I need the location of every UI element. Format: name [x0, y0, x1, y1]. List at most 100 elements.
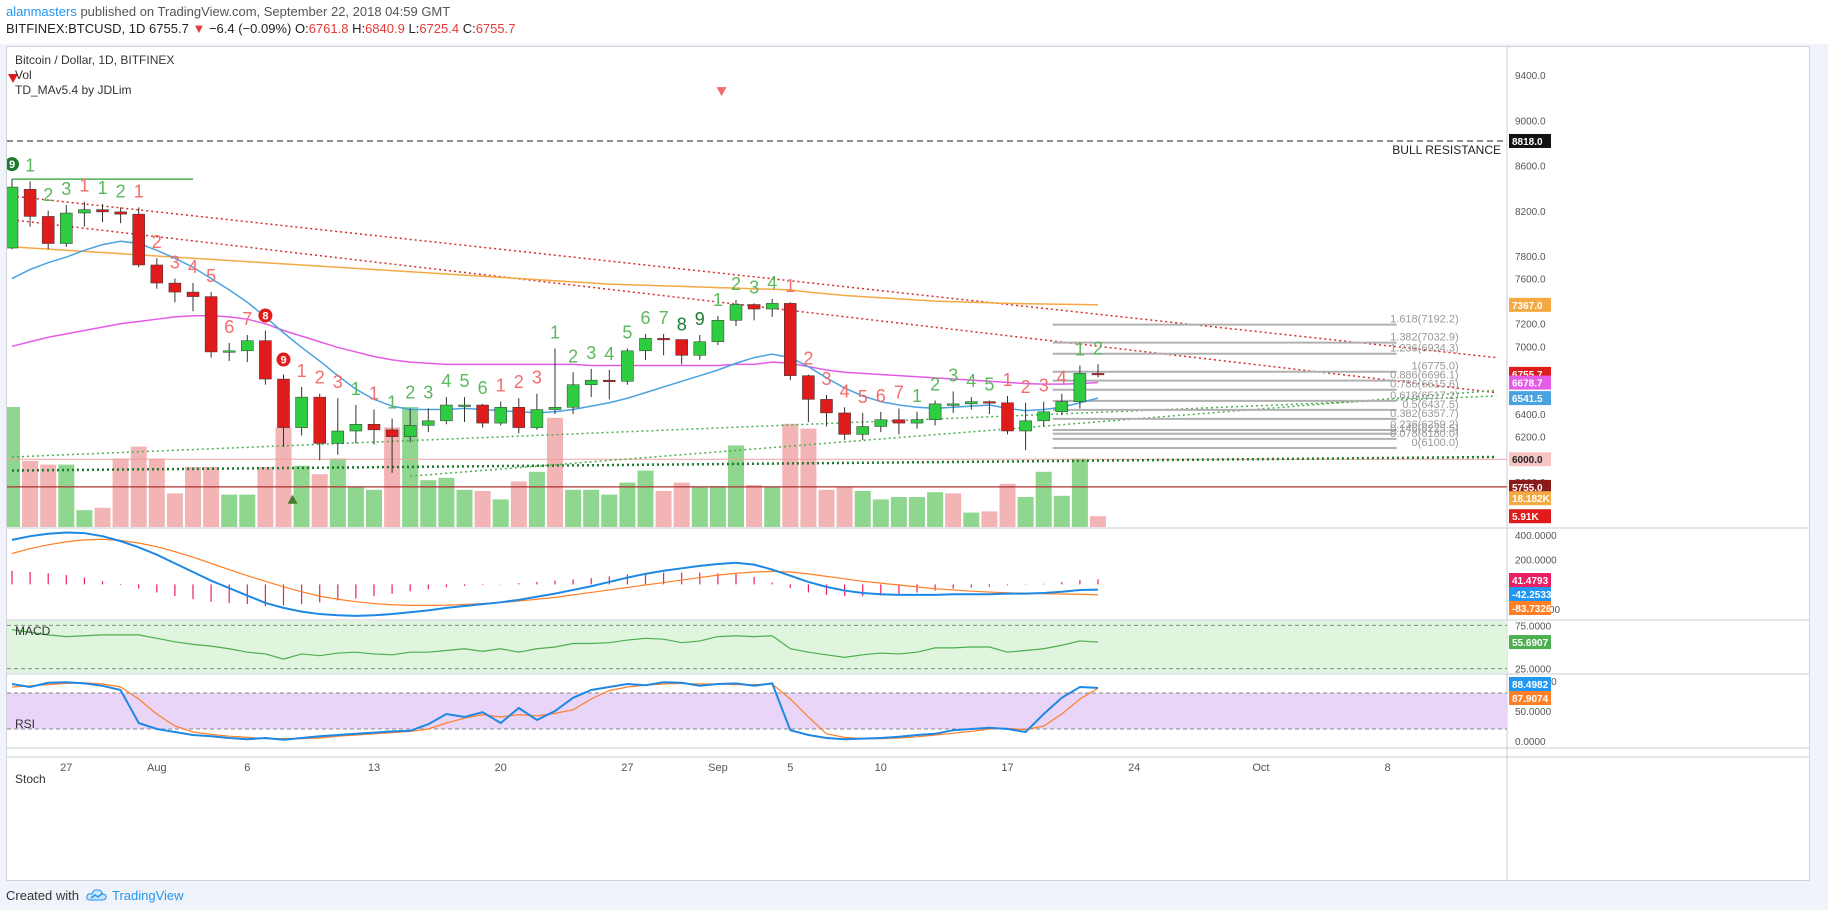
- candle-body: [422, 420, 435, 426]
- volume-bar: [854, 491, 871, 527]
- rsi-axis-tick: 25.0000: [1515, 665, 1552, 676]
- candle-body: [222, 350, 236, 353]
- volume-bar: [1035, 471, 1052, 527]
- candle-body: [1055, 401, 1069, 413]
- volume-bar: [329, 458, 346, 527]
- stoch-legend[interactable]: Stoch: [15, 772, 46, 786]
- candle-body: [1073, 373, 1087, 402]
- td-count-label: 6: [876, 386, 886, 406]
- candle-body: [765, 303, 779, 310]
- candle-body: [96, 209, 109, 213]
- td-count-label: 1: [297, 361, 307, 381]
- td-count-label: 2: [116, 181, 126, 201]
- stoch-badge-bg: [1509, 691, 1551, 705]
- candle-body: [476, 404, 489, 424]
- td-count-label: 6: [478, 378, 488, 398]
- time-axis-tick: 6: [244, 762, 250, 774]
- volume-bar: [619, 482, 636, 527]
- volume-bar: [293, 465, 310, 527]
- volume-bar: [22, 461, 39, 527]
- td-count-label: 1: [713, 290, 723, 310]
- chart-canvas[interactable]: BULL RESISTANCE 1.618(7192.2) 1.382(7032.9…: [7, 47, 1810, 881]
- time-axis-tick: Oct: [1252, 762, 1269, 774]
- price-axis-tick: 6200.0: [1515, 433, 1546, 444]
- volume-bar: [746, 485, 763, 527]
- candle-body: [983, 401, 996, 404]
- price-axis-tick: 7000.0: [1515, 342, 1546, 353]
- signal-marker: [8, 74, 18, 83]
- author-link[interactable]: alanmasters: [6, 4, 77, 19]
- rsi-axis-tick: 75.0000: [1515, 621, 1552, 632]
- volume-bar: [818, 489, 835, 527]
- td-count-label: 3: [423, 382, 433, 402]
- candle-body: [385, 429, 399, 437]
- td-count-label: 1: [97, 178, 107, 198]
- volume-bar: [166, 493, 183, 527]
- candle-body: [910, 419, 924, 424]
- candle-body: [530, 409, 544, 428]
- td-count-label: 3: [333, 372, 343, 392]
- fib-level-label: 1.236(6934.3): [1390, 343, 1459, 355]
- td-count-label: 4: [1057, 368, 1067, 388]
- chart-area[interactable]: BULL RESISTANCE 1.618(7192.2) 1.382(7032.9…: [6, 46, 1810, 881]
- candle-body: [512, 407, 526, 428]
- rsi-badge-bg: [1509, 635, 1551, 650]
- buy-signal-marker: [287, 494, 298, 504]
- volume-bar: [637, 470, 654, 527]
- price-badge-bg: [1509, 297, 1551, 312]
- volume-bar: [76, 510, 93, 527]
- td-count-label: 7: [894, 382, 904, 402]
- vol-legend[interactable]: Vol: [15, 68, 32, 82]
- volume-bar: [510, 481, 527, 527]
- downtrend-line: [11, 195, 1497, 359]
- td-count-label: 2: [1021, 377, 1031, 397]
- volume-bar: [257, 467, 274, 527]
- sell-signal-marker: [716, 87, 727, 97]
- candle-body: [168, 282, 182, 293]
- rsi-legend[interactable]: RSI: [15, 717, 36, 731]
- time-axis-tick: 20: [495, 762, 507, 774]
- td-count-label: 1: [912, 386, 922, 406]
- price-axis-tick: 8200.0: [1515, 207, 1546, 218]
- macd-badge-bg: [1509, 587, 1551, 601]
- fib-level-label: 0(6100.0): [1412, 437, 1459, 449]
- candle-body: [747, 304, 761, 310]
- td-count-label: 1: [1002, 370, 1012, 390]
- td-count-label: 1: [25, 155, 35, 175]
- td-count-label: 4: [966, 371, 976, 391]
- fib-level-label: 0.618(6517.2): [1390, 390, 1459, 402]
- td-count-label: 1: [550, 323, 560, 343]
- candle-body: [331, 430, 345, 444]
- td-count-label: 3: [61, 179, 71, 199]
- td-count-label: 2: [1093, 338, 1103, 358]
- td-count-label: 1: [496, 376, 506, 396]
- td-count-label: 1: [785, 276, 795, 296]
- tradingview-brand[interactable]: TradingView: [112, 888, 184, 903]
- tdma-legend[interactable]: TD_MAv5.4 by JDLim: [15, 83, 132, 97]
- volume-bar: [673, 482, 690, 527]
- volume-bar: [7, 407, 20, 527]
- symbol-label: BITFINEX:BTCUSD, 1D: [6, 21, 146, 36]
- td-count-label: 5: [622, 323, 632, 343]
- td-count-label: 4: [441, 371, 451, 391]
- td-count-label: 2: [568, 346, 578, 366]
- volume-bar: [1090, 516, 1106, 527]
- volume-bar: [438, 477, 455, 527]
- price-badge-bg: [1509, 391, 1551, 406]
- td-count-label: 2: [731, 274, 741, 294]
- macd-legend[interactable]: MACD: [15, 624, 51, 638]
- volume-bar: [185, 467, 201, 527]
- volume-bar: [420, 480, 437, 527]
- candle-body: [41, 216, 55, 244]
- volume-bar: [782, 423, 799, 527]
- high-value: 6840.9: [365, 21, 405, 36]
- td-count-label: 2: [405, 382, 415, 402]
- price-badge: 6755.7: [1512, 370, 1543, 381]
- candle-body: [675, 339, 688, 356]
- open-value: 6761.8: [308, 21, 349, 36]
- fib-level-label: 0.886(6696.1): [1390, 370, 1459, 382]
- volume-bar: [402, 407, 419, 527]
- volume-bar: [836, 487, 853, 527]
- rsi-line: [11, 629, 1099, 660]
- price-badge: 6541.5: [1512, 394, 1543, 405]
